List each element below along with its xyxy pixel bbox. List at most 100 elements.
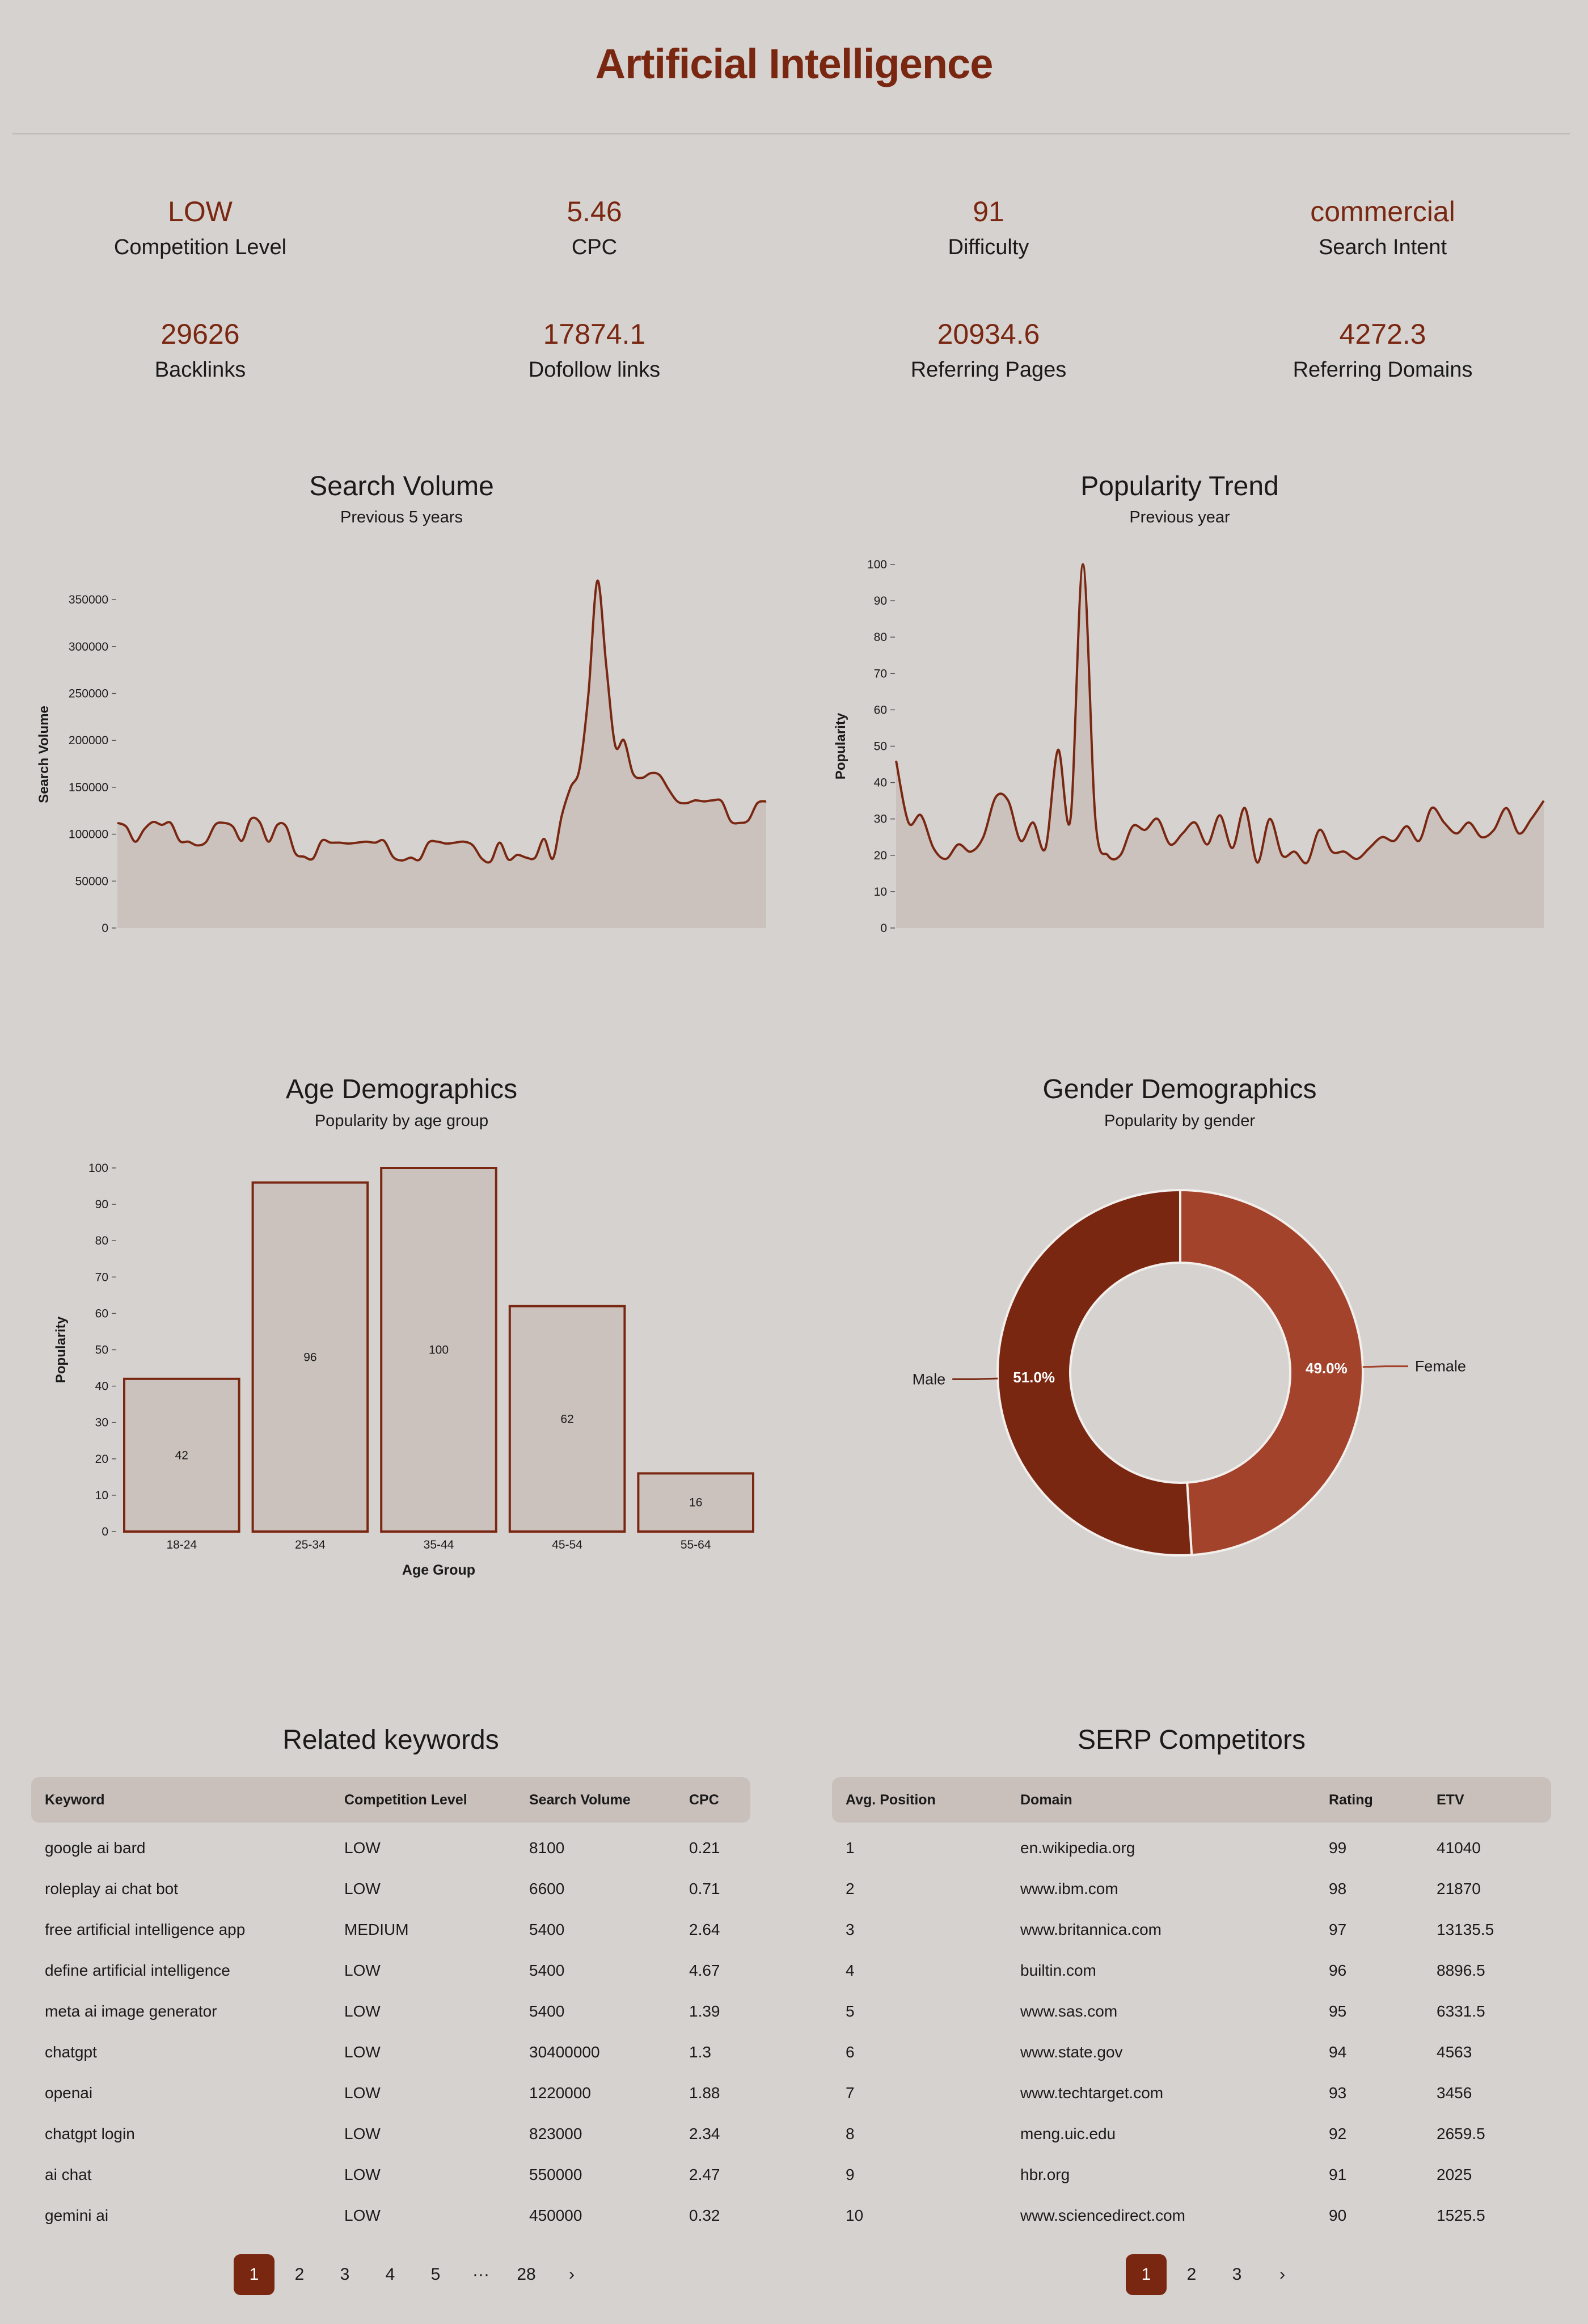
column-header-cpc[interactable]: CPC <box>689 1792 719 1808</box>
column-header-domain[interactable]: Domain <box>1020 1792 1072 1808</box>
next-page-button[interactable]: › <box>569 2265 575 2284</box>
page-28-button[interactable]: 28 <box>517 2265 536 2284</box>
stat-value: 29626 <box>161 318 240 350</box>
page-5-button[interactable]: 5 <box>430 2265 441 2284</box>
age-category-label: 45-54 <box>552 1538 582 1551</box>
page-1-button[interactable]: 1 <box>234 2254 274 2295</box>
gender-slice-male <box>996 1188 1193 1557</box>
table-row[interactable]: 7 www.techtarget.com 93 3456 <box>832 2073 1551 2114</box>
etv-cell: 2025 <box>1437 2166 1472 2183</box>
stat-label: Search Intent <box>1318 235 1447 259</box>
age-tick-label: 0 <box>102 1525 108 1538</box>
table-row[interactable]: 3 www.britannica.com 97 13135.5 <box>832 1909 1551 1950</box>
search-volume-tick-label: 350000 <box>69 593 108 606</box>
popularity-trend-tick-label: 100 <box>867 558 887 571</box>
stat-label: Backlinks <box>154 358 246 382</box>
competition-level-cell: LOW <box>344 2207 381 2224</box>
search-volume-chart: 0 50000 100000 150000 200000 250000 300000 3500… <box>36 579 767 935</box>
next-page-button[interactable]: › <box>1279 2265 1285 2284</box>
page-2-button[interactable]: 2 <box>294 2265 305 2284</box>
table-row[interactable]: 9 hbr.org 91 2025 <box>832 2154 1551 2195</box>
stat-value: 91 <box>973 196 1004 227</box>
age-category-label: 35-44 <box>424 1538 454 1551</box>
keyword-cell: gemini ai <box>45 2207 109 2224</box>
rating-cell: 96 <box>1329 1962 1347 1979</box>
popularity-trend-series-line <box>895 563 1545 864</box>
search-volume-cell: 1220000 <box>529 2084 592 2102</box>
page-1-button[interactable]: 1 <box>1126 2254 1167 2295</box>
table-row[interactable]: meta ai image generator LOW 5400 1.39 <box>31 1991 750 2032</box>
stat-value: commercial <box>1310 196 1455 227</box>
keyword-cell: ai chat <box>45 2166 92 2183</box>
age-category-label: 25-34 <box>295 1538 326 1551</box>
table-row[interactable]: 5 www.sas.com 95 6331.5 <box>832 1991 1551 2032</box>
etv-cell: 8896.5 <box>1437 1962 1485 1979</box>
stat-label: Difficulty <box>948 235 1029 259</box>
rating-cell: 98 <box>1329 1880 1347 1897</box>
column-header-rating[interactable]: Rating <box>1329 1792 1373 1808</box>
keyword-cell: openai <box>45 2084 93 2102</box>
stat-value: 17874.1 <box>543 318 646 350</box>
column-header-keyword[interactable]: Keyword <box>45 1792 105 1808</box>
page-4-button[interactable]: 4 <box>385 2265 395 2284</box>
cpc-cell: 0.21 <box>689 1839 720 1857</box>
stat-label: CPC <box>571 235 618 259</box>
age-tick-label: 10 <box>95 1489 108 1502</box>
table-row[interactable]: 4 builtin.com 96 8896.5 <box>832 1950 1551 1991</box>
age-tick-label: 40 <box>95 1380 108 1393</box>
gender-legend-label: Male <box>913 1370 946 1387</box>
column-header-competition-level[interactable]: Competition Level <box>344 1792 467 1808</box>
page-title: Artificial Intelligence <box>595 40 994 87</box>
table-row[interactable]: 8 meng.uic.edu 92 2659.5 <box>832 2114 1551 2154</box>
etv-cell: 2659.5 <box>1437 2125 1485 2142</box>
domain-cell: www.techtarget.com <box>1020 2084 1164 2102</box>
stat-referring-pages: 20934.6 Referring Pages <box>790 314 1187 386</box>
page-3-button[interactable]: 3 <box>340 2265 350 2284</box>
stat-search-intent: commercial Search Intent <box>1184 192 1581 263</box>
stat-value: 20934.6 <box>937 318 1040 350</box>
age-category-label: 18-24 <box>166 1538 197 1551</box>
table-row[interactable]: roleplay ai chat bot LOW 6600 0.71 <box>31 1869 750 1909</box>
age-demographics-title: Age Demographics <box>285 1074 518 1104</box>
search-volume-area <box>117 580 766 928</box>
etv-cell: 13135.5 <box>1437 1921 1494 1938</box>
competition-level-cell: MEDIUM <box>344 1921 409 1938</box>
table-row[interactable]: 2 www.ibm.com 98 21870 <box>832 1869 1551 1909</box>
table-row[interactable]: google ai bard LOW 8100 0.21 <box>31 1828 750 1869</box>
avg-position-cell: 10 <box>846 2207 864 2224</box>
age-tick-label: 50 <box>95 1344 108 1357</box>
stat-competition-level: LOW Competition Level <box>2 192 399 263</box>
stat-difficulty: 91 Difficulty <box>790 192 1187 263</box>
search-volume-cell: 5400 <box>529 2002 565 2020</box>
popularity-trend-tick-label: 30 <box>874 813 887 826</box>
cpc-cell: 1.88 <box>689 2084 720 2102</box>
table-row[interactable]: gemini ai LOW 450000 0.32 <box>31 2195 750 2236</box>
serp-competitors-title: SERP Competitors <box>1078 1725 1306 1755</box>
column-header-avg-position[interactable]: Avg. Position <box>846 1792 936 1808</box>
cpc-cell: 1.3 <box>689 2043 711 2061</box>
pagination-ellipsis: ··· <box>472 2265 489 2284</box>
cpc-cell: 2.34 <box>689 2125 720 2142</box>
table-row[interactable]: openai LOW 1220000 1.88 <box>31 2073 750 2114</box>
search-volume-cell: 823000 <box>529 2125 582 2142</box>
domain-cell: hbr.org <box>1020 2166 1070 2183</box>
table-row[interactable]: chatgpt LOW 30400000 1.3 <box>31 2032 750 2073</box>
column-header-etv[interactable]: ETV <box>1437 1792 1464 1808</box>
page-2-button[interactable]: 2 <box>1186 2265 1197 2284</box>
gender-legend-label: Female <box>1415 1358 1466 1375</box>
search-volume-tick-label: 100000 <box>69 828 108 841</box>
age-tick-label: 90 <box>95 1198 108 1211</box>
serp-competitors-pagination: 1 2 3 › <box>1126 2254 1307 2295</box>
table-row[interactable]: ai chat LOW 550000 2.47 <box>31 2154 750 2195</box>
page-3-button[interactable]: 3 <box>1232 2265 1242 2284</box>
table-row[interactable]: 1 en.wikipedia.org 99 41040 <box>832 1828 1551 1869</box>
table-row[interactable]: free artificial intelligence app MEDIUM 54… <box>31 1909 750 1950</box>
popularity-trend-tick-label: 0 <box>880 922 887 935</box>
age-tick-label: 60 <box>95 1307 108 1320</box>
table-row[interactable]: 10 www.sciencedirect.com 90 1525.5 <box>832 2195 1551 2236</box>
competition-level-cell: LOW <box>344 1962 381 1979</box>
table-row[interactable]: 6 www.state.gov 94 4563 <box>832 2032 1551 2073</box>
table-row[interactable]: define artificial intelligence LOW 5400 4.6… <box>31 1950 750 1991</box>
table-row[interactable]: chatgpt login LOW 823000 2.34 <box>31 2114 750 2154</box>
column-header-search-volume[interactable]: Search Volume <box>529 1792 631 1808</box>
